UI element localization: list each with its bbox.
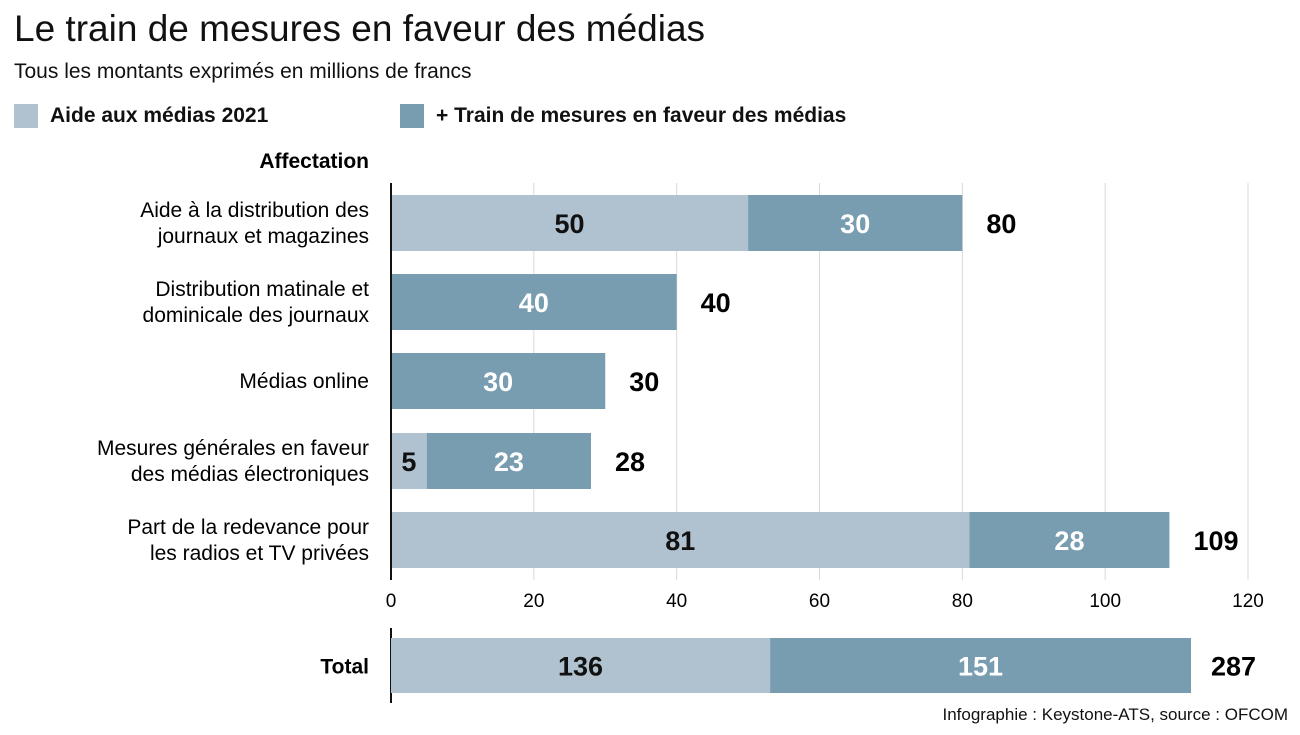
data-label: 30	[483, 367, 513, 397]
data-label: 40	[519, 288, 549, 318]
bar-segment	[391, 195, 749, 251]
legend-label: Aide aux médias 2021	[50, 104, 269, 127]
x-tick-label: 20	[523, 591, 544, 612]
category-label: Mesures générales en faveur	[97, 437, 369, 460]
total-bar-segment	[391, 638, 771, 693]
chart-subtitle: Tous les montants exprimés en millions d…	[14, 60, 472, 83]
data-label: 81	[665, 526, 695, 556]
x-tick-label: 120	[1232, 591, 1264, 612]
chart-title: Le train de mesures en faveur des médias	[14, 8, 706, 49]
category-label: les radios et TV privées	[150, 542, 369, 565]
legend-item-train: + Train de mesures en faveur des médias	[400, 104, 846, 128]
category-label: Distribution matinale et	[155, 278, 369, 301]
legend-swatch	[14, 104, 38, 128]
category-label: Part de la redevance pour	[127, 516, 369, 539]
source-note: Infographie : Keystone-ATS, source : OFC…	[942, 705, 1289, 724]
bar-segment	[391, 512, 970, 568]
bar-segment	[391, 274, 677, 330]
category-label: dominicale des journaux	[143, 304, 370, 327]
total-bar-segment	[770, 638, 1191, 693]
total-label: 28	[615, 447, 645, 477]
total-label: 40	[701, 288, 731, 318]
total-data-label: 136	[558, 652, 603, 682]
bar-segment	[426, 433, 591, 489]
x-tick-label: 80	[952, 591, 973, 612]
data-label: 28	[1054, 526, 1084, 556]
legend-label: + Train de mesures en faveur des médias	[436, 104, 847, 127]
category-label: Aide à la distribution des	[140, 199, 369, 222]
total-label: 80	[986, 209, 1016, 239]
category-label: des médias électroniques	[131, 463, 369, 486]
category-label: journaux et magazines	[157, 225, 369, 248]
data-label: 5	[401, 447, 416, 477]
grand-total-label: 287	[1211, 652, 1256, 682]
total-data-label: 151	[958, 652, 1003, 682]
bar-segment	[969, 512, 1170, 568]
data-label: 30	[840, 209, 870, 239]
category-label: Médias online	[239, 370, 369, 393]
x-tick-label: 100	[1089, 591, 1121, 612]
total-category-label: Total	[320, 656, 369, 679]
total-label: 30	[629, 367, 659, 397]
category-header: Affectation	[259, 150, 369, 173]
bar-segment	[748, 195, 963, 251]
bar-segment	[391, 433, 427, 489]
data-label: 23	[494, 447, 524, 477]
x-tick-label: 0	[386, 591, 397, 612]
total-label: 109	[1193, 526, 1238, 556]
x-tick-label: 40	[666, 591, 687, 612]
bar-segment	[391, 353, 606, 409]
legend-swatch	[400, 104, 424, 128]
data-label: 50	[555, 209, 585, 239]
x-tick-label: 60	[809, 591, 830, 612]
legend-item-aide-2021: Aide aux médias 2021	[14, 104, 268, 128]
